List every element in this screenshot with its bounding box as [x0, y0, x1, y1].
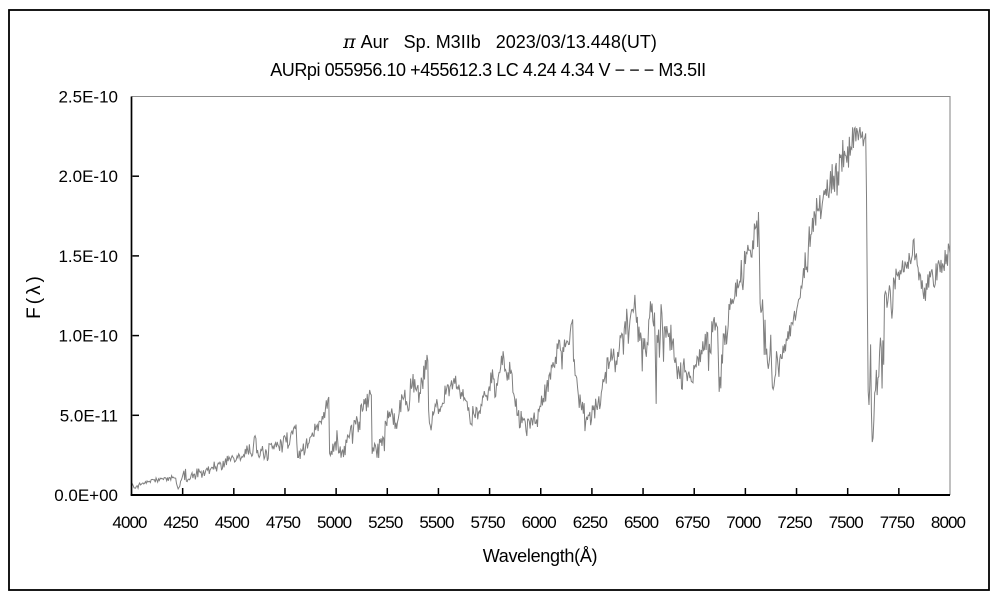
outer-border	[8, 9, 990, 591]
x-tick-label: 7750	[880, 513, 915, 532]
x-tick-label: 7250	[777, 513, 812, 532]
plot-box-topright	[131, 95, 951, 495]
y-tick-label: 5.0E-11	[60, 406, 118, 425]
y-tick-label: 1.0E-10	[58, 327, 118, 346]
x-axis-ticks: 4000 4250 4500 4750 5000 5250 5500 5750 6000 6250…	[112, 488, 966, 532]
x-tick-label: 6000	[522, 513, 557, 532]
y-tick-label: 2.5E-10	[58, 88, 118, 107]
x-tick-label: 4250	[164, 513, 199, 532]
x-tick-label: 5000	[317, 513, 352, 532]
y-tick-label: 2.0E-10	[58, 167, 118, 186]
spectrum-trace	[131, 126, 951, 491]
x-tick-label: 6500	[624, 513, 659, 532]
x-tick-label: 6750	[675, 513, 710, 532]
x-tick-label: 6250	[573, 513, 608, 532]
y-axis-title: F(λ)	[24, 273, 45, 319]
x-tick-label: 8000	[931, 513, 966, 532]
x-tick-label: 4500	[215, 513, 250, 532]
x-tick-label: 5750	[470, 513, 505, 532]
x-tick-label: 7500	[829, 513, 864, 532]
y-tick-label: 0.0E+00	[54, 486, 118, 505]
x-tick-label: 4750	[266, 513, 301, 532]
chart-title-text: Aur Sp. M3IIb 2023/03/13.448(UT)	[356, 32, 657, 52]
chart-title: π Aur Sp. M3IIb 2023/03/13.448(UT)	[342, 31, 657, 53]
pi-greek-symbol: π	[342, 31, 356, 53]
y-axis-ticks: 0.0E+00 5.0E-11 1.0E-10 1.5E-10 2.0E-10 2.5E-…	[54, 88, 139, 505]
y-tick-label: 1.5E-10	[58, 247, 118, 266]
x-tick-label: 4000	[112, 513, 147, 532]
chart-subtitle: AURpi 055956.10 +455612.3 LC 4.24 4.34 V…	[270, 60, 705, 80]
x-tick-label: 5500	[419, 513, 454, 532]
x-axis-title: Wavelength(Å)	[483, 546, 597, 566]
x-tick-label: 5250	[368, 513, 403, 532]
x-tick-label: 7000	[726, 513, 761, 532]
